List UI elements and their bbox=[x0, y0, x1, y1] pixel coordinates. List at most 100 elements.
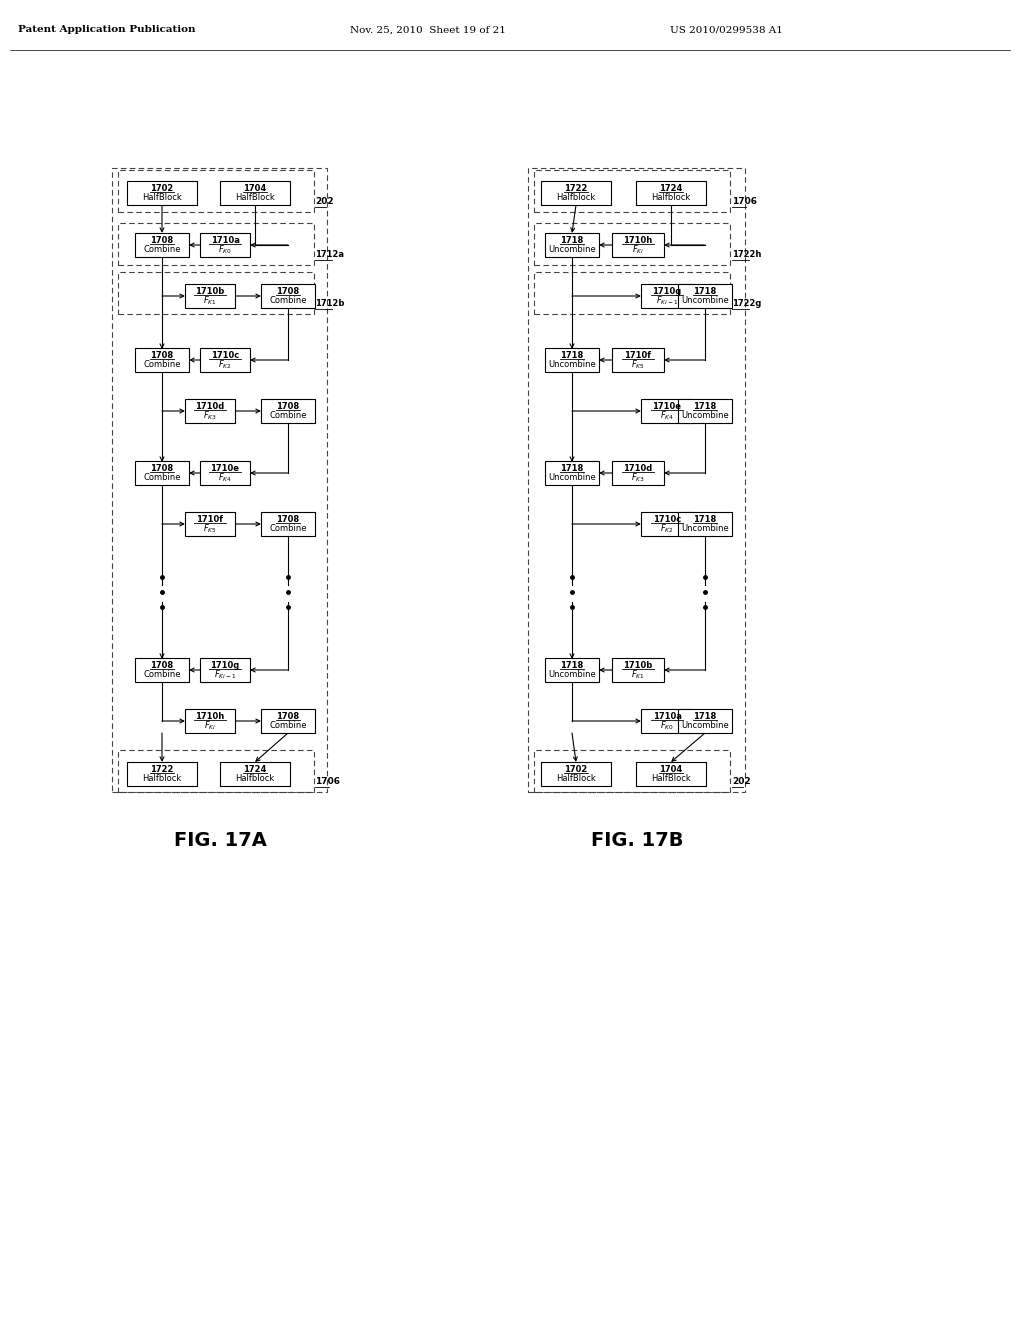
Text: $F_{K3}$: $F_{K3}$ bbox=[203, 409, 217, 422]
Text: Halfblock: Halfblock bbox=[651, 193, 690, 202]
Bar bbox=[678, 512, 732, 536]
Text: $F_{K1}$: $F_{K1}$ bbox=[203, 294, 217, 308]
Text: $F_{Ki}$: $F_{Ki}$ bbox=[632, 244, 644, 256]
Bar bbox=[678, 284, 732, 308]
Text: Uncombine: Uncombine bbox=[548, 474, 596, 482]
Text: 1710f: 1710f bbox=[625, 351, 651, 360]
Text: 202: 202 bbox=[315, 197, 334, 206]
Text: 1722h: 1722h bbox=[732, 249, 762, 259]
Text: 1710h: 1710h bbox=[196, 711, 224, 721]
Bar bbox=[220, 181, 290, 205]
Text: Uncombine: Uncombine bbox=[681, 524, 729, 533]
Text: $F_{K0}$: $F_{K0}$ bbox=[218, 244, 232, 256]
Text: 1712a: 1712a bbox=[315, 249, 344, 259]
Bar bbox=[641, 512, 693, 536]
Text: 1718: 1718 bbox=[693, 711, 717, 721]
Text: 1710a: 1710a bbox=[211, 236, 240, 244]
Bar bbox=[200, 234, 250, 257]
Text: 1710b: 1710b bbox=[196, 286, 224, 296]
Text: HalfBlock: HalfBlock bbox=[556, 775, 596, 783]
Text: HalfBlock: HalfBlock bbox=[236, 193, 274, 202]
Text: $F_{Ki-1}$: $F_{Ki-1}$ bbox=[655, 294, 678, 308]
Bar bbox=[118, 223, 314, 265]
Bar bbox=[612, 461, 664, 484]
Bar bbox=[641, 399, 693, 422]
Text: 1708: 1708 bbox=[151, 351, 173, 360]
Bar bbox=[118, 750, 314, 792]
Text: HalfBlock: HalfBlock bbox=[651, 775, 691, 783]
Text: 1710c: 1710c bbox=[653, 515, 681, 524]
Bar bbox=[612, 348, 664, 372]
Bar bbox=[261, 284, 315, 308]
Text: Combine: Combine bbox=[269, 412, 307, 420]
Text: 1708: 1708 bbox=[276, 286, 300, 296]
Bar bbox=[127, 181, 197, 205]
Text: Combine: Combine bbox=[143, 671, 181, 680]
Bar bbox=[636, 181, 706, 205]
Bar bbox=[185, 284, 234, 308]
Bar bbox=[636, 762, 706, 785]
Bar bbox=[135, 461, 189, 484]
Bar bbox=[185, 709, 234, 733]
Text: 1722g: 1722g bbox=[732, 300, 762, 308]
Text: 1704: 1704 bbox=[244, 183, 266, 193]
Bar bbox=[200, 657, 250, 682]
Text: 1710a: 1710a bbox=[652, 711, 681, 721]
Text: 1718: 1718 bbox=[693, 515, 717, 524]
Bar bbox=[534, 750, 730, 792]
Text: Uncombine: Uncombine bbox=[548, 360, 596, 370]
Text: 1710e: 1710e bbox=[652, 401, 682, 411]
Bar bbox=[127, 762, 197, 785]
Text: 1718: 1718 bbox=[560, 463, 584, 473]
Text: 1724: 1724 bbox=[244, 764, 266, 774]
Bar bbox=[534, 272, 730, 314]
Text: Uncombine: Uncombine bbox=[548, 246, 596, 255]
Text: 1710c: 1710c bbox=[211, 351, 240, 360]
Text: Halfblock: Halfblock bbox=[556, 193, 596, 202]
Bar bbox=[118, 170, 314, 213]
Text: Combine: Combine bbox=[269, 296, 307, 305]
Bar bbox=[541, 762, 611, 785]
Text: Halfblock: Halfblock bbox=[142, 775, 181, 783]
Text: Uncombine: Uncombine bbox=[681, 296, 729, 305]
Bar bbox=[220, 762, 290, 785]
Text: 1724: 1724 bbox=[659, 183, 683, 193]
Text: 1718: 1718 bbox=[693, 401, 717, 411]
Text: $F_{K1}$: $F_{K1}$ bbox=[631, 668, 645, 681]
Text: 1708: 1708 bbox=[151, 463, 173, 473]
Bar bbox=[545, 348, 599, 372]
Text: 1718: 1718 bbox=[560, 661, 584, 669]
Bar bbox=[541, 181, 611, 205]
Text: 1710h: 1710h bbox=[624, 236, 652, 244]
Bar bbox=[534, 223, 730, 265]
Text: $F_{K4}$: $F_{K4}$ bbox=[659, 409, 674, 422]
Bar bbox=[641, 709, 693, 733]
Text: $F_{K4}$: $F_{K4}$ bbox=[218, 471, 232, 484]
Text: Combine: Combine bbox=[269, 721, 307, 730]
Text: 1710d: 1710d bbox=[196, 401, 224, 411]
Bar bbox=[612, 657, 664, 682]
Text: Uncombine: Uncombine bbox=[681, 721, 729, 730]
Text: $F_{K2}$: $F_{K2}$ bbox=[660, 523, 674, 535]
Bar bbox=[545, 461, 599, 484]
Text: 1710e: 1710e bbox=[211, 463, 240, 473]
Bar bbox=[185, 512, 234, 536]
Text: 1718: 1718 bbox=[560, 236, 584, 244]
Text: Uncombine: Uncombine bbox=[681, 412, 729, 420]
Text: 1710g: 1710g bbox=[210, 661, 240, 669]
Bar bbox=[678, 399, 732, 422]
Text: Uncombine: Uncombine bbox=[548, 671, 596, 680]
Bar bbox=[678, 709, 732, 733]
Bar bbox=[641, 284, 693, 308]
Text: FIG. 17A: FIG. 17A bbox=[173, 830, 266, 850]
Text: Combine: Combine bbox=[143, 360, 181, 370]
Text: US 2010/0299538 A1: US 2010/0299538 A1 bbox=[670, 25, 783, 34]
Bar bbox=[534, 170, 730, 213]
Text: 1702: 1702 bbox=[564, 764, 588, 774]
Text: 1708: 1708 bbox=[276, 711, 300, 721]
Bar bbox=[545, 234, 599, 257]
Text: 1710d: 1710d bbox=[624, 463, 652, 473]
Bar bbox=[135, 657, 189, 682]
Text: $F_{K3}$: $F_{K3}$ bbox=[631, 471, 645, 484]
Text: 1710f: 1710f bbox=[197, 515, 223, 524]
